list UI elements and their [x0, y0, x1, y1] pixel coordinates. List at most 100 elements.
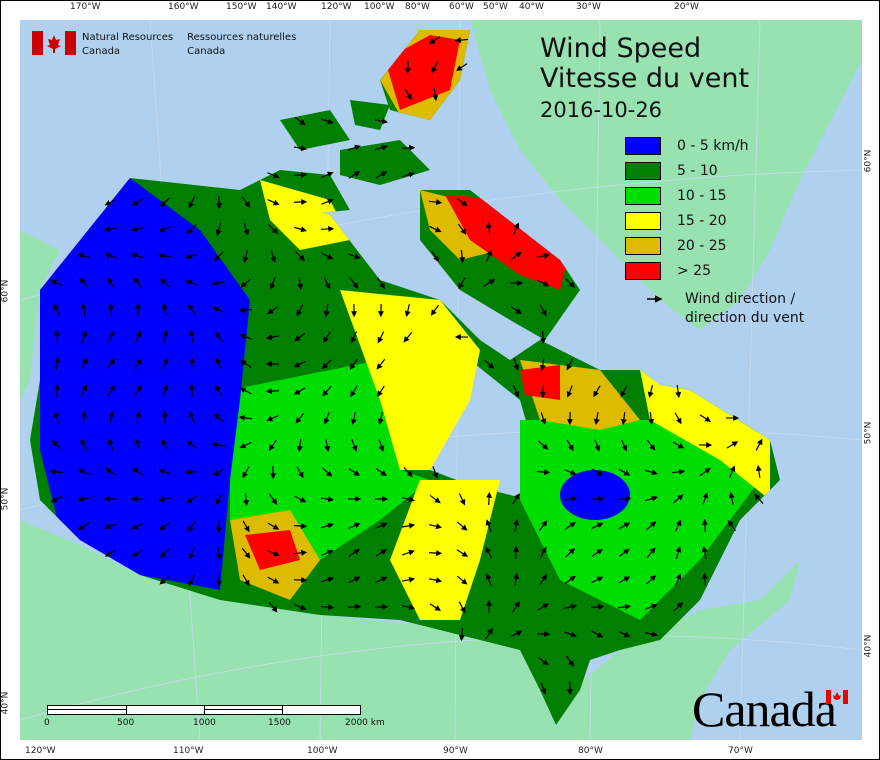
wind-arrow	[618, 468, 631, 476]
wind-arrow	[294, 603, 307, 611]
wind-arrow	[620, 439, 628, 452]
wind-arrow	[375, 144, 388, 151]
wind-arrow	[243, 223, 250, 236]
wind-arrow	[265, 388, 280, 395]
wind-arrow	[675, 573, 682, 586]
wind-arrow	[50, 495, 63, 503]
legend-label: 5 - 10	[677, 162, 718, 179]
wind-arrow	[754, 493, 764, 504]
wind-arrow	[402, 496, 415, 503]
wind-arrow	[540, 412, 547, 425]
wind-arrow	[131, 522, 144, 530]
wind-arrow	[187, 304, 196, 316]
wind-arrow	[350, 331, 358, 344]
legend-swatch	[625, 186, 661, 205]
map-date: 2016-10-26	[540, 98, 663, 122]
wind-arrow	[266, 414, 279, 422]
wind-arrow	[158, 468, 171, 475]
axis-tick-label: 60°W	[449, 2, 474, 12]
wind-arrow	[239, 387, 252, 395]
wind-arrow	[401, 576, 416, 583]
wind-arrow	[162, 329, 169, 343]
wind-arrow	[374, 118, 389, 125]
wind-arrow	[699, 414, 712, 422]
wordmark-flag-icon	[826, 690, 848, 704]
wind-arrow	[242, 574, 250, 587]
wind-arrow	[593, 411, 600, 426]
wind-arrow	[320, 225, 335, 232]
wind-arrow	[459, 249, 466, 264]
wind-arrow	[212, 468, 225, 476]
wind-arrow	[618, 548, 630, 558]
wind-arrow	[563, 495, 578, 502]
wind-arrow	[646, 439, 656, 451]
wind-arrow	[320, 604, 335, 611]
wind-arrow	[428, 550, 443, 557]
wind-arrow	[268, 493, 278, 505]
legend-label: 0 - 5 km/h	[677, 137, 749, 154]
wind-arrow	[294, 332, 306, 342]
scale-label: 1000	[193, 718, 216, 728]
wind-arrow	[161, 302, 168, 316]
wind-arrow	[591, 576, 604, 584]
wind-arrow	[323, 412, 330, 425]
wind-arrow	[701, 545, 708, 559]
wind-arrow	[267, 198, 280, 206]
wind-arrow	[594, 439, 601, 452]
wind-arrow	[158, 225, 171, 233]
wind-arrow	[295, 412, 305, 424]
wind-arrow	[539, 357, 546, 372]
axis-tick-label: 40°W	[519, 2, 544, 12]
wind-arrow	[81, 330, 88, 343]
wind-arrow	[214, 331, 224, 343]
wind-arrow	[536, 469, 551, 476]
wind-arrow	[108, 410, 115, 424]
wind-arrow	[510, 306, 522, 315]
wind-arrow	[54, 383, 61, 398]
wind-arrow	[347, 603, 362, 610]
wind-arrow	[242, 196, 251, 208]
wind-arrow	[242, 466, 250, 479]
wind-arrow	[267, 550, 280, 557]
wind-arrow	[350, 385, 358, 398]
wind-arrow	[457, 223, 467, 235]
wind-arrow	[350, 277, 359, 289]
wind-arrow	[135, 410, 142, 424]
wind-arrow	[646, 547, 656, 559]
wind-arrow	[324, 439, 331, 453]
wind-arrow	[377, 385, 385, 398]
wind-arrow	[348, 253, 361, 260]
wind-arrow	[107, 330, 115, 343]
axis-tick-label: 40°N	[863, 634, 874, 658]
wind-arrow	[456, 63, 468, 72]
axis-tick-label: 40°N	[0, 691, 11, 715]
wind-arrow	[512, 600, 520, 613]
wind-arrow	[618, 522, 631, 530]
wind-arrow	[456, 198, 468, 207]
wind-arrow	[81, 384, 88, 397]
wind-arrow	[539, 384, 546, 399]
wind-arrow	[456, 575, 468, 585]
wind-arrow	[645, 495, 658, 502]
wind-legend-line1: Wind direction /	[685, 291, 796, 307]
wind-arrow	[215, 493, 223, 506]
wind-arrow	[485, 628, 493, 640]
wind-arrow	[566, 358, 574, 371]
wind-arrow	[456, 549, 469, 557]
axis-tick-label: 80°W	[405, 2, 430, 12]
wind-arrow	[321, 522, 334, 529]
legend: 0 - 5 km/h 5 - 10 10 - 15 15 - 20 20 - 25 > 2…	[625, 133, 749, 283]
wind-arrow	[646, 575, 657, 585]
axis-tick-label: 30°W	[576, 2, 601, 12]
wind-arrow	[241, 547, 251, 559]
wind-arrow	[321, 359, 332, 370]
axis-tick-label: 20°W	[674, 2, 699, 12]
wind-arrow	[457, 521, 468, 531]
wind-arrow	[537, 603, 550, 611]
wind-arrow	[161, 438, 169, 451]
wind-arrow	[270, 250, 277, 263]
wind-arrow	[321, 549, 334, 557]
legend-swatch	[625, 236, 661, 255]
wind-arrow	[267, 522, 280, 530]
